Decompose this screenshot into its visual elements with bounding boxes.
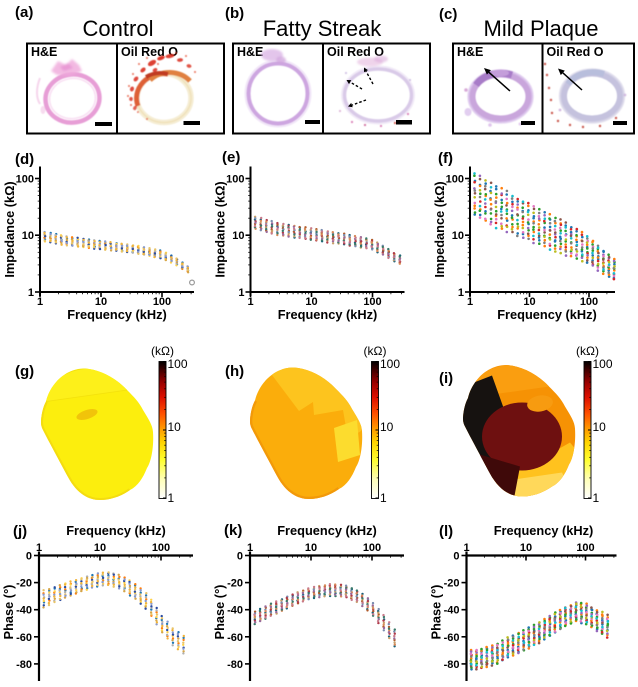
svg-text:Oil Red O: Oil Red O xyxy=(121,45,178,59)
svg-text:1: 1 xyxy=(37,296,43,308)
svg-text:(h): (h) xyxy=(225,363,244,380)
svg-text:10: 10 xyxy=(593,420,607,434)
svg-text:1: 1 xyxy=(36,542,42,554)
svg-text:1: 1 xyxy=(168,491,175,505)
svg-text:(f): (f) xyxy=(438,150,453,167)
svg-text:-20: -20 xyxy=(16,578,32,590)
svg-text:1: 1 xyxy=(247,542,253,554)
svg-text:Impedance (kΩ): Impedance (kΩ) xyxy=(2,181,17,277)
svg-text:1: 1 xyxy=(380,491,387,505)
svg-text:100: 100 xyxy=(152,542,170,554)
svg-text:1: 1 xyxy=(463,542,469,554)
svg-text:H&E: H&E xyxy=(237,45,263,59)
svg-text:100: 100 xyxy=(363,542,381,554)
svg-text:(a): (a) xyxy=(15,4,33,21)
svg-text:-40: -40 xyxy=(227,605,243,617)
svg-text:-80: -80 xyxy=(16,659,32,671)
svg-text:(kΩ): (kΩ) xyxy=(576,344,599,358)
svg-text:10: 10 xyxy=(168,420,182,434)
svg-text:Control: Control xyxy=(83,16,154,41)
svg-text:-60: -60 xyxy=(227,632,243,644)
svg-text:0: 0 xyxy=(26,551,32,563)
svg-text:10: 10 xyxy=(95,296,107,308)
svg-text:10: 10 xyxy=(94,542,106,554)
svg-text:-40: -40 xyxy=(444,605,460,617)
svg-text:Frequency (kHz): Frequency (kHz) xyxy=(278,307,378,322)
svg-text:0: 0 xyxy=(237,551,243,563)
svg-text:(k): (k) xyxy=(224,522,242,539)
svg-text:Phase (°): Phase (°) xyxy=(1,585,16,640)
svg-text:1: 1 xyxy=(467,296,473,308)
svg-text:-60: -60 xyxy=(444,632,460,644)
svg-text:H&E: H&E xyxy=(31,45,57,59)
svg-text:Frequency (kHz): Frequency (kHz) xyxy=(277,523,377,538)
svg-text:100: 100 xyxy=(593,357,613,371)
svg-text:(e): (e) xyxy=(222,149,240,166)
svg-text:100: 100 xyxy=(446,174,464,186)
svg-text:-40: -40 xyxy=(16,605,32,617)
svg-text:100: 100 xyxy=(153,296,171,308)
svg-text:1: 1 xyxy=(458,287,464,299)
svg-text:-80: -80 xyxy=(444,659,460,671)
svg-text:10: 10 xyxy=(520,542,532,554)
svg-text:Phase (°): Phase (°) xyxy=(429,585,444,640)
svg-text:Oil Red O: Oil Red O xyxy=(547,45,604,59)
svg-text:Phase (°): Phase (°) xyxy=(212,585,227,640)
svg-text:-20: -20 xyxy=(444,578,460,590)
svg-text:Fatty Streak: Fatty Streak xyxy=(263,16,383,41)
svg-text:(kΩ): (kΩ) xyxy=(151,344,174,358)
svg-text:-80: -80 xyxy=(227,659,243,671)
svg-text:-20: -20 xyxy=(227,578,243,590)
svg-text:Frequency (kHz): Frequency (kHz) xyxy=(66,523,166,538)
svg-text:10: 10 xyxy=(305,296,317,308)
svg-text:100: 100 xyxy=(576,542,594,554)
svg-text:Impedance (kΩ): Impedance (kΩ) xyxy=(432,181,447,277)
svg-text:Impedance (kΩ): Impedance (kΩ) xyxy=(213,181,228,277)
svg-text:(b): (b) xyxy=(225,5,244,22)
svg-text:10: 10 xyxy=(232,230,244,242)
svg-text:-60: -60 xyxy=(16,632,32,644)
svg-text:100: 100 xyxy=(168,357,188,371)
svg-text:(l): (l) xyxy=(439,523,453,540)
svg-text:10: 10 xyxy=(305,542,317,554)
svg-text:1: 1 xyxy=(238,287,244,299)
svg-text:100: 100 xyxy=(226,174,244,186)
svg-text:1: 1 xyxy=(28,287,34,299)
svg-text:10: 10 xyxy=(523,296,535,308)
svg-text:Frequency (kHz): Frequency (kHz) xyxy=(497,307,597,322)
svg-text:(g): (g) xyxy=(15,363,34,380)
svg-text:10: 10 xyxy=(452,230,464,242)
svg-text:(j): (j) xyxy=(13,523,27,540)
svg-text:1: 1 xyxy=(247,296,253,308)
svg-text:(i): (i) xyxy=(439,370,453,387)
svg-text:(d): (d) xyxy=(15,151,34,168)
svg-text:Mild Plaque: Mild Plaque xyxy=(484,16,599,41)
svg-text:0: 0 xyxy=(453,551,459,563)
svg-text:100: 100 xyxy=(16,174,34,186)
svg-text:10: 10 xyxy=(380,420,394,434)
svg-text:1: 1 xyxy=(593,491,600,505)
svg-text:Oil Red O: Oil Red O xyxy=(327,45,384,59)
svg-text:Frequency (kHz): Frequency (kHz) xyxy=(494,523,594,538)
svg-text:100: 100 xyxy=(363,296,381,308)
svg-text:(c): (c) xyxy=(439,6,457,23)
svg-text:100: 100 xyxy=(580,296,598,308)
svg-text:(kΩ): (kΩ) xyxy=(364,344,387,358)
svg-text:10: 10 xyxy=(22,230,34,242)
svg-text:Frequency (kHz): Frequency (kHz) xyxy=(67,307,167,322)
svg-text:H&E: H&E xyxy=(457,45,483,59)
svg-text:100: 100 xyxy=(380,357,400,371)
